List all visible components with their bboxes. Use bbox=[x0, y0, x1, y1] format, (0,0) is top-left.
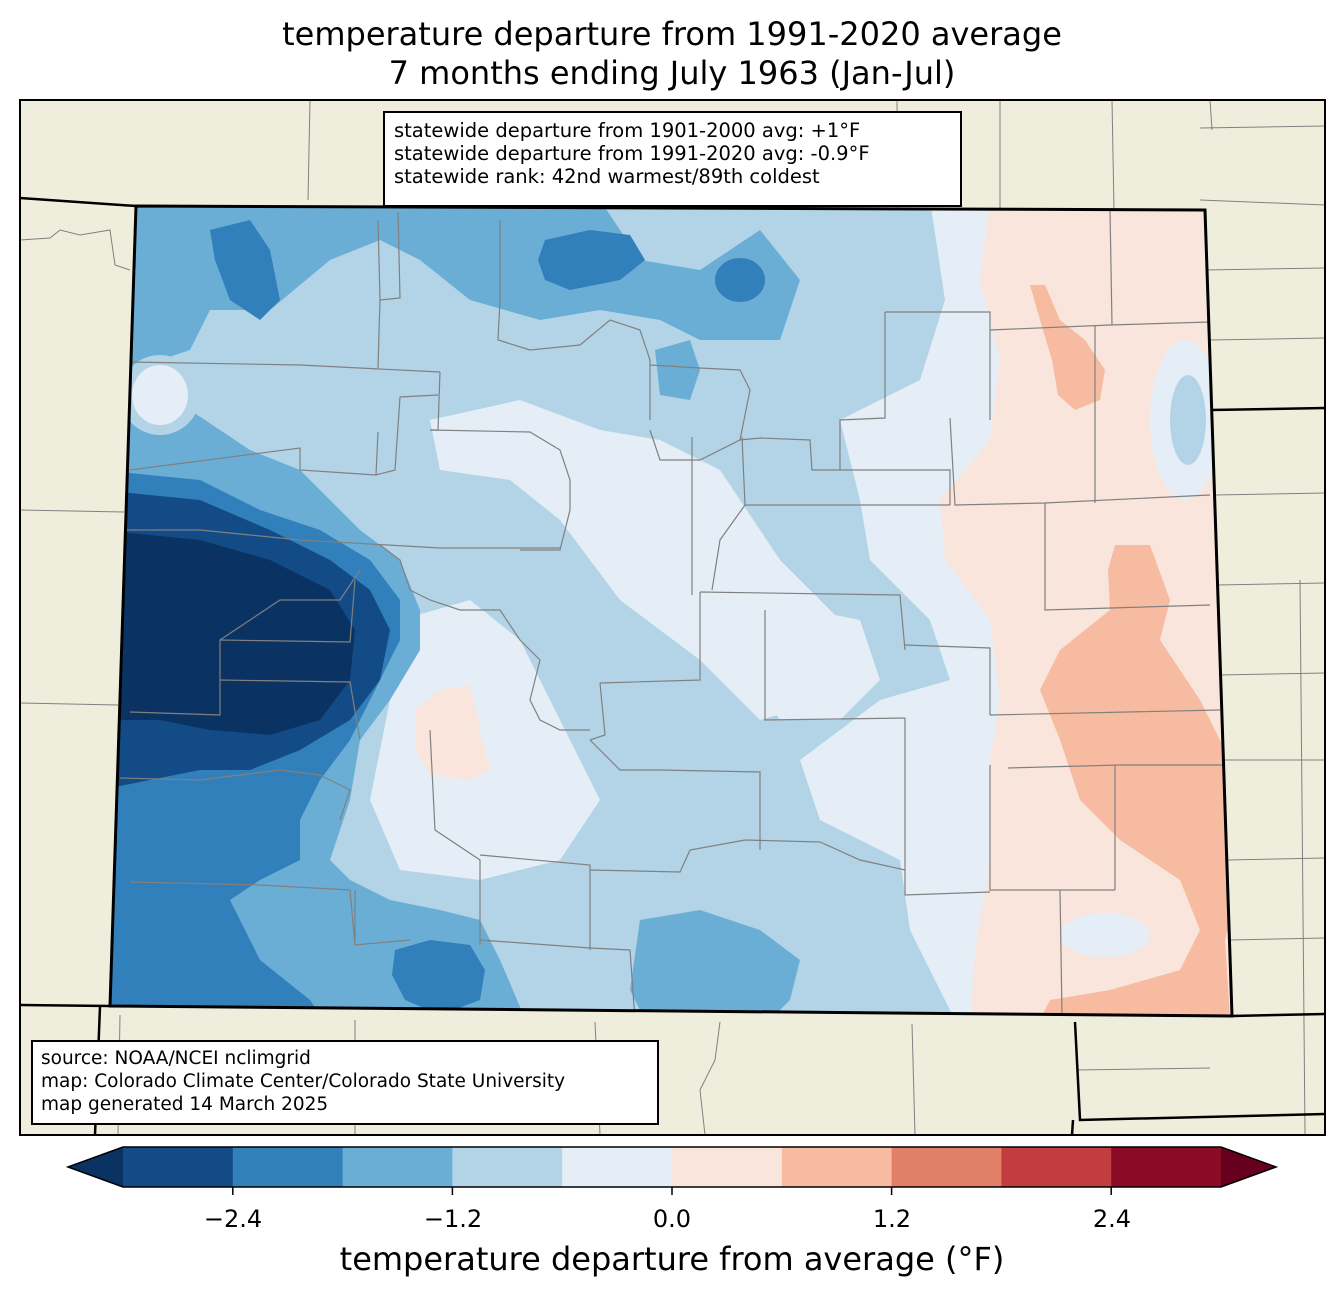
colorbar-segment bbox=[452, 1147, 563, 1187]
stat-departure-1991-2020: statewide departure from 1991-2020 avg: … bbox=[394, 142, 870, 165]
statewide-stats-box: statewide departure from 1901-2000 avg: … bbox=[383, 111, 962, 207]
colorbar-segment bbox=[342, 1147, 453, 1187]
fill-warm-0.6-1.2-south bbox=[1040, 545, 1232, 1016]
colorbar-segment bbox=[232, 1147, 344, 1187]
stat-departure-1901-2000: statewide departure from 1901-2000 avg: … bbox=[394, 119, 861, 142]
colorbar-tick-label: 1.2 bbox=[872, 1205, 912, 1233]
colorado-anomaly-field bbox=[110, 206, 1232, 1016]
colorbar-tick-label: 0.0 bbox=[652, 1205, 692, 1233]
blue-spot-southeast bbox=[1060, 913, 1150, 957]
fill-cool-below-3.0 bbox=[110, 530, 355, 735]
colorbar-under-arrow bbox=[68, 1147, 123, 1187]
fill-cool-1.8-2.4-north bbox=[538, 230, 645, 290]
colorbar-outline bbox=[65, 1146, 1279, 1188]
colorbar-segment bbox=[891, 1147, 1002, 1187]
colorado-county-lines bbox=[119, 209, 1225, 1016]
stat-rank: statewide rank: 42nd warmest/89th coldes… bbox=[394, 165, 820, 188]
colorbar-segment bbox=[562, 1147, 673, 1187]
map-title-line-1: temperature departure from 1991-2020 ave… bbox=[282, 15, 1062, 53]
colorbar-tick-label: 2.4 bbox=[1092, 1205, 1132, 1233]
colorbar-segment bbox=[672, 1147, 783, 1187]
map-generated-line: map generated 14 March 2025 bbox=[41, 1094, 329, 1115]
colorbar-segment bbox=[781, 1147, 893, 1187]
colorbar-segment bbox=[123, 1147, 234, 1187]
colorbar-over-arrow bbox=[1221, 1147, 1276, 1187]
fill-warm-west-central bbox=[415, 685, 490, 780]
source-box: source: NOAA/NCEI nclimgrid map: Colorad… bbox=[31, 1040, 659, 1125]
fill-cool-1.2-1.8-central bbox=[655, 340, 700, 400]
colorbar-segment bbox=[1001, 1147, 1112, 1187]
colorbar-label: temperature departure from average (°F) bbox=[339, 1240, 1005, 1278]
fill-cool-1.2-1.8-south bbox=[630, 910, 800, 1016]
source-line: source: NOAA/NCEI nclimgrid bbox=[41, 1048, 311, 1069]
fill-warm-0.6-1.2-north bbox=[1030, 285, 1105, 410]
map-axes-frame bbox=[19, 99, 1326, 1136]
fill-near-zero-south bbox=[740, 600, 880, 720]
fill-cool-1.8-2.4-southwest bbox=[392, 940, 485, 1015]
fill-cool-1.8-2.4-northwest bbox=[210, 220, 280, 320]
colorbar bbox=[65, 1146, 1279, 1195]
fill-near-zero-west bbox=[370, 600, 600, 880]
map-title-line-2: 7 months ending July 1963 (Jan-Jul) bbox=[388, 54, 956, 92]
colorado-state-border bbox=[108, 204, 1234, 1018]
colorbar-segment bbox=[1111, 1147, 1222, 1187]
colorbar-tick-label: −2.4 bbox=[203, 1205, 263, 1233]
fill-cool-1.8-2.4-north-small bbox=[715, 258, 765, 302]
colorbar-tick-label: −1.2 bbox=[423, 1205, 483, 1233]
map-frame bbox=[19, 99, 1326, 1136]
blue-spot-northeast-inner bbox=[1170, 375, 1206, 465]
map-credit-line: map: Colorado Climate Center/Colorado St… bbox=[41, 1071, 566, 1092]
white-patch-northwest bbox=[132, 365, 188, 425]
